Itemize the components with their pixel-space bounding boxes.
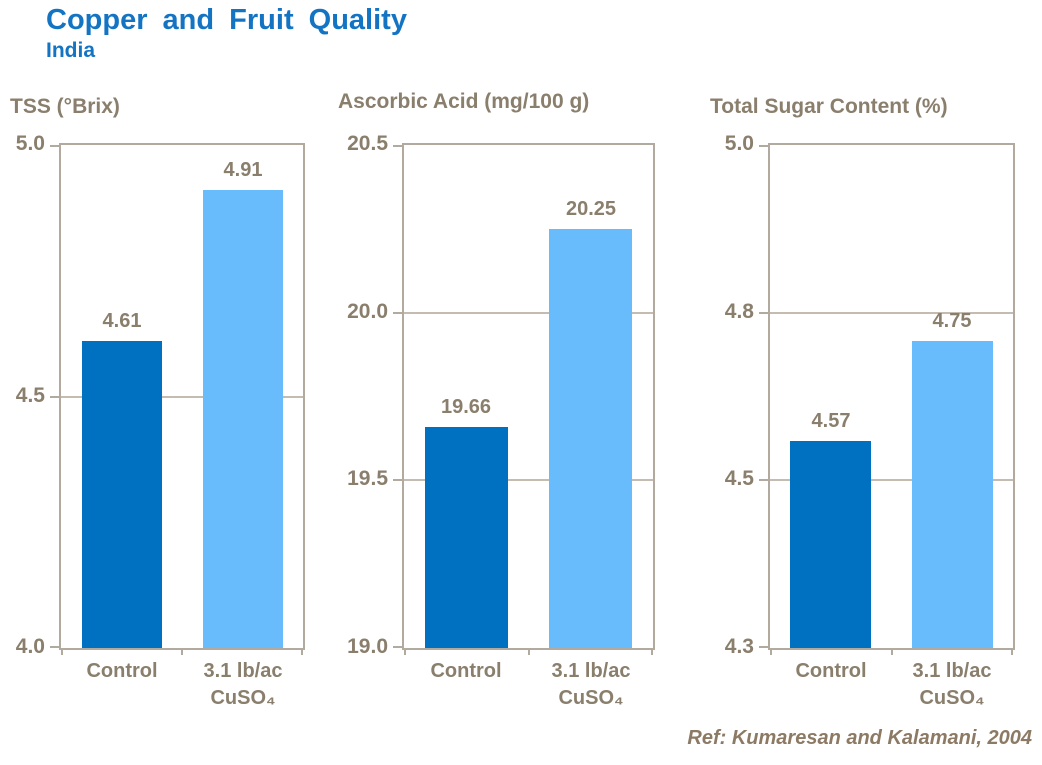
- y-axis-tick: [393, 479, 402, 481]
- page-subtitle: India: [46, 39, 96, 62]
- category-label-line: 3.1 lb/ac: [912, 660, 992, 682]
- x-axis-tick: [651, 648, 653, 655]
- x-axis-tick: [61, 648, 63, 655]
- ytick-label: 19.5: [347, 466, 388, 490]
- category-label: 3.1 lb/ac CuSO₄: [552, 658, 631, 712]
- category-label: Control: [86, 658, 157, 685]
- gridline: [770, 479, 1013, 481]
- y-axis-tick: [50, 396, 59, 398]
- page-title: Copper and Fruit Quality: [46, 4, 407, 36]
- plot-area-tss: 5.0 4.5 4.0 4.61 Control 4.91 3.1 lb/ac CuSO₄: [16, 132, 305, 709]
- value-label: 4.75: [932, 310, 972, 332]
- category-label-line: Control: [795, 660, 867, 682]
- category-label-line: 3.1 lb/ac: [203, 660, 283, 682]
- gridline: [404, 312, 653, 314]
- x-axis-tick: [301, 648, 303, 655]
- value-label: 20.25: [565, 198, 617, 220]
- y-axis-tick: [50, 646, 59, 648]
- x-axis-tick: [1011, 648, 1013, 655]
- ytick-label: 4.5: [724, 466, 754, 490]
- category-label-line: CuSO₄: [210, 687, 276, 709]
- y-axis-tick: [759, 312, 768, 314]
- category-label: Control: [430, 658, 501, 685]
- category-label: 3.1 lb/ac CuSO₄: [913, 658, 992, 712]
- x-axis-tick: [528, 648, 530, 655]
- bar-control: [425, 427, 508, 648]
- y-axis-tick: [759, 646, 768, 648]
- gridline: [61, 396, 303, 398]
- category-label-line: Control: [430, 660, 502, 682]
- ytick-label: 5.0: [15, 131, 45, 155]
- category-label-line: CuSO₄: [919, 687, 985, 709]
- ytick-label: 20.5: [347, 131, 388, 155]
- plot-area-total-sugar: 5.0 4.8 4.5 4.3 4.57 Control 4.75 3.1 lb/ac CuSO…: [725, 132, 1015, 709]
- y-axis-tick: [759, 479, 768, 481]
- category-label-line: CuSO₄: [558, 687, 624, 709]
- value-label: 19.66: [440, 396, 492, 418]
- ytick-label: 5.0: [724, 131, 754, 155]
- ytick-label: 19.0: [347, 634, 388, 658]
- x-axis-tick: [770, 648, 772, 655]
- value-label: 4.91: [223, 159, 263, 181]
- bar-control: [790, 441, 871, 648]
- chart-title-total-sugar: Total Sugar Content (%): [710, 95, 948, 118]
- category-label: 3.1 lb/ac CuSO₄: [204, 658, 283, 712]
- ytick-label: 4.8: [724, 299, 754, 323]
- value-label: 4.61: [102, 310, 142, 332]
- plot-area-ascorbic-acid: 20.5 20.0 19.5 19.0 19.66 Control 20.25 3.1 lb/…: [347, 132, 655, 709]
- y-axis-tick: [50, 145, 59, 147]
- x-axis-tick: [404, 648, 406, 655]
- value-label: 4.57: [811, 410, 851, 432]
- y-axis-tick: [393, 312, 402, 314]
- gridline: [770, 312, 1013, 314]
- category-label-line: 3.1 lb/ac: [551, 660, 631, 682]
- ytick-label: 4.0: [15, 634, 45, 658]
- category-label: Control: [795, 658, 866, 685]
- y-axis-tick: [393, 646, 402, 648]
- y-axis-tick: [393, 145, 402, 147]
- category-label-line: Control: [86, 660, 158, 682]
- ytick-label: 20.0: [347, 299, 388, 323]
- ytick-label: 4.5: [15, 383, 45, 407]
- x-axis-tick: [181, 648, 183, 655]
- bar-control: [82, 341, 162, 648]
- y-axis-tick: [759, 145, 768, 147]
- chart-title-ascorbic-acid: Ascorbic Acid (mg/100 g): [338, 90, 590, 113]
- bar-3-1-lb-ac-cuso-: [203, 190, 283, 648]
- x-axis-tick: [891, 648, 893, 655]
- gridline: [404, 479, 653, 481]
- bar-3-1-lb-ac-cuso-: [549, 229, 632, 648]
- bar-3-1-lb-ac-cuso-: [912, 341, 993, 648]
- reference-text: Ref: Kumaresan and Kalamani, 2004: [687, 727, 1032, 749]
- chart-title-tss: TSS (°Brix): [10, 95, 120, 118]
- ytick-label: 4.3: [724, 634, 754, 658]
